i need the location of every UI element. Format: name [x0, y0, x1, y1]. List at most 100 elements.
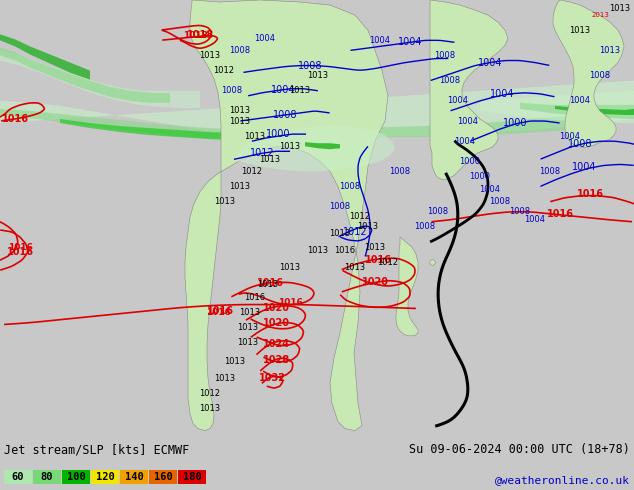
Text: 1013: 1013 — [230, 117, 250, 125]
Polygon shape — [305, 142, 340, 149]
Text: 1004: 1004 — [448, 97, 469, 105]
Text: 1018: 1018 — [183, 31, 207, 40]
Text: 1008: 1008 — [489, 197, 510, 206]
Text: 1013: 1013 — [240, 308, 261, 317]
Text: 1016: 1016 — [245, 293, 266, 302]
Text: 1016: 1016 — [278, 298, 302, 307]
Text: 1013: 1013 — [358, 222, 378, 231]
Text: 1013: 1013 — [599, 46, 621, 55]
Text: 1008: 1008 — [568, 139, 592, 149]
Text: 1000: 1000 — [470, 172, 491, 181]
Text: 180: 180 — [183, 472, 202, 482]
Polygon shape — [396, 237, 418, 336]
Text: 1008: 1008 — [339, 182, 361, 191]
Bar — [4, 470, 32, 484]
Text: 1008: 1008 — [540, 167, 560, 176]
Text: 1013: 1013 — [224, 357, 245, 366]
Text: 1004: 1004 — [458, 117, 479, 125]
Text: 1004: 1004 — [572, 162, 596, 172]
Text: 1013: 1013 — [569, 26, 590, 35]
Text: 1012: 1012 — [214, 66, 235, 75]
Text: 80: 80 — [41, 472, 53, 482]
Text: 1016: 1016 — [205, 308, 230, 317]
Text: 1008: 1008 — [590, 71, 611, 80]
Bar — [91, 470, 119, 484]
Polygon shape — [0, 81, 634, 136]
Text: 1024: 1024 — [262, 339, 290, 349]
Text: 1000: 1000 — [460, 157, 481, 166]
Text: 1013: 1013 — [259, 155, 281, 164]
Text: Jet stream/SLP [kts] ECMWF: Jet stream/SLP [kts] ECMWF — [4, 443, 190, 456]
Text: 1004: 1004 — [489, 89, 514, 99]
Text: 1013: 1013 — [307, 71, 328, 80]
Text: 1016: 1016 — [335, 245, 356, 255]
Bar — [178, 470, 206, 484]
Text: 1008: 1008 — [273, 110, 297, 120]
Text: 1013: 1013 — [238, 323, 259, 332]
Text: 1004: 1004 — [569, 97, 590, 105]
Text: 1020: 1020 — [361, 277, 389, 287]
Text: 1008: 1008 — [298, 61, 322, 71]
Text: 1008: 1008 — [427, 207, 449, 216]
Polygon shape — [60, 119, 360, 140]
Text: 1000: 1000 — [266, 129, 290, 139]
Text: Su 09-06-2024 00:00 UTC (18+78): Su 09-06-2024 00:00 UTC (18+78) — [409, 443, 630, 456]
Text: 1028: 1028 — [262, 355, 290, 365]
Text: 1013: 1013 — [307, 245, 328, 255]
Text: 1012: 1012 — [377, 258, 399, 267]
Text: @weatheronline.co.uk: @weatheronline.co.uk — [495, 475, 630, 485]
Text: 1016: 1016 — [207, 306, 233, 316]
Text: 1016: 1016 — [257, 278, 283, 289]
Text: 1008: 1008 — [230, 46, 250, 55]
Text: 1013: 1013 — [365, 243, 385, 251]
Polygon shape — [520, 103, 634, 119]
Text: 1013: 1013 — [214, 374, 236, 383]
Polygon shape — [0, 50, 200, 108]
Text: 1012: 1012 — [200, 389, 221, 398]
Text: 100: 100 — [67, 472, 86, 482]
Bar — [62, 470, 90, 484]
Text: 1004: 1004 — [479, 185, 500, 194]
Text: 1013: 1013 — [230, 106, 250, 116]
Polygon shape — [555, 106, 634, 115]
Text: 2013: 2013 — [591, 12, 609, 18]
Bar — [33, 470, 61, 484]
Polygon shape — [0, 109, 570, 139]
Text: 1004: 1004 — [271, 85, 295, 95]
Text: 1008: 1008 — [434, 51, 456, 60]
Polygon shape — [236, 125, 395, 172]
Text: 1013: 1013 — [200, 404, 221, 413]
Text: 1008: 1008 — [389, 167, 411, 176]
Text: 1004: 1004 — [478, 57, 502, 68]
Text: 1013: 1013 — [238, 339, 259, 347]
Text: 120: 120 — [96, 472, 114, 482]
Text: 1004: 1004 — [254, 34, 276, 43]
Polygon shape — [0, 48, 170, 103]
Text: 1008: 1008 — [415, 222, 436, 231]
Text: 1012: 1012 — [349, 212, 370, 221]
Text: 1016: 1016 — [547, 209, 574, 219]
Text: 1013: 1013 — [214, 197, 236, 206]
Text: 1013: 1013 — [280, 142, 301, 151]
Text: 1016: 1016 — [576, 189, 604, 198]
Polygon shape — [553, 0, 624, 147]
Text: 60: 60 — [12, 472, 24, 482]
Polygon shape — [430, 0, 508, 179]
Text: 1012: 1012 — [343, 227, 367, 237]
Text: 1020: 1020 — [262, 318, 290, 328]
Bar — [149, 470, 177, 484]
Bar — [120, 470, 148, 484]
Text: 1004: 1004 — [524, 215, 545, 224]
Text: 1004: 1004 — [559, 132, 581, 141]
Text: 1000: 1000 — [503, 118, 527, 128]
Text: 1008: 1008 — [330, 202, 351, 211]
Text: 1013: 1013 — [230, 182, 250, 191]
Text: 140: 140 — [125, 472, 143, 482]
Text: 1012: 1012 — [250, 148, 275, 158]
Text: 1032: 1032 — [259, 373, 285, 383]
Text: 1020: 1020 — [262, 303, 290, 313]
Text: 1016: 1016 — [8, 243, 32, 251]
Polygon shape — [0, 34, 90, 80]
Text: 1016: 1016 — [1, 114, 29, 124]
Text: 1004: 1004 — [370, 36, 391, 45]
